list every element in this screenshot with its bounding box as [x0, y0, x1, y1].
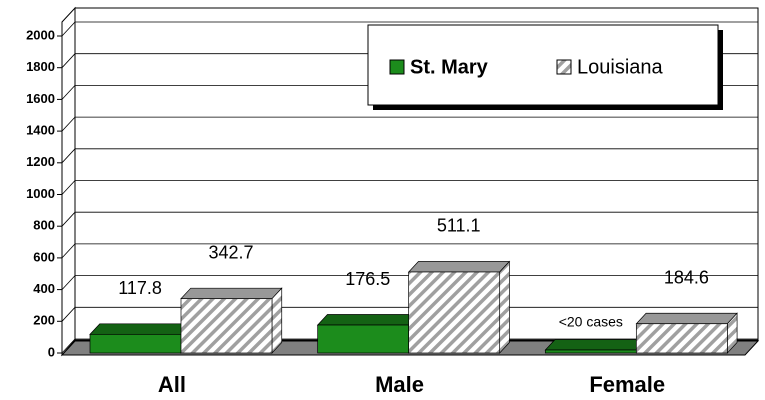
legend-swatch — [389, 59, 405, 75]
value-label: 117.8 — [118, 278, 162, 298]
grid-line-side — [61, 85, 76, 100]
bar — [635, 312, 738, 354]
grid-line-side — [61, 211, 76, 227]
value-label: 184.6 — [664, 267, 709, 287]
bar-top — [180, 287, 283, 300]
bar — [89, 322, 192, 354]
grid-line-side — [61, 116, 76, 132]
side-wall — [61, 6, 76, 357]
bar-front — [408, 271, 501, 354]
bar-front — [635, 323, 728, 354]
x-tick-label: Male — [375, 372, 424, 397]
y-tick-label: 200 — [33, 313, 55, 328]
legend-swatch — [556, 59, 572, 75]
y-tick-label: 1600 — [26, 91, 55, 106]
grid-line-side — [61, 243, 76, 259]
bar-top — [89, 323, 192, 335]
bar — [180, 287, 283, 354]
legend: St. Mary Louisiana — [367, 24, 723, 110]
bar-side — [499, 260, 510, 354]
y-tick-label: 400 — [33, 281, 55, 296]
x-tick-label: All — [158, 372, 186, 397]
y-tick-label: 600 — [33, 249, 55, 264]
empty-bar-top — [544, 339, 647, 351]
grid-line-side — [61, 275, 76, 290]
grid-line-side — [61, 21, 76, 37]
bar-top — [407, 261, 511, 273]
empty-bar-front — [544, 349, 637, 354]
bar — [316, 313, 420, 354]
empty-bar — [544, 338, 647, 354]
bar-front — [89, 333, 182, 354]
y-tick-label: 1400 — [26, 123, 55, 138]
y-tick-label: 800 — [33, 218, 55, 233]
bar — [407, 260, 511, 354]
value-label: 342.7 — [209, 242, 254, 262]
grid-line-side — [61, 307, 76, 322]
value-label: 176.5 — [345, 269, 390, 289]
bar-top — [316, 314, 420, 326]
bar-front — [317, 324, 410, 354]
y-tick-label: 1200 — [26, 154, 55, 169]
grid-line-side — [61, 53, 76, 68]
grid-line-side — [61, 148, 76, 164]
bar-front — [180, 298, 273, 354]
y-tick-label: 1800 — [26, 59, 55, 74]
grid-line-side — [61, 338, 76, 354]
bar-top — [635, 312, 738, 325]
grid-line-side — [61, 180, 76, 195]
annotation: <20 cases — [559, 314, 623, 330]
bar-side — [271, 287, 283, 354]
y-tick-label: 1000 — [26, 186, 55, 201]
value-label: 511.1 — [437, 216, 481, 236]
x-tick-label: Female — [589, 372, 665, 397]
legend-box — [367, 24, 719, 106]
legend-label: St. Mary — [410, 56, 489, 78]
y-tick-label: 0 — [48, 344, 55, 359]
legend-label: Louisiana — [577, 56, 664, 78]
y-tick-label: 2000 — [26, 27, 55, 42]
